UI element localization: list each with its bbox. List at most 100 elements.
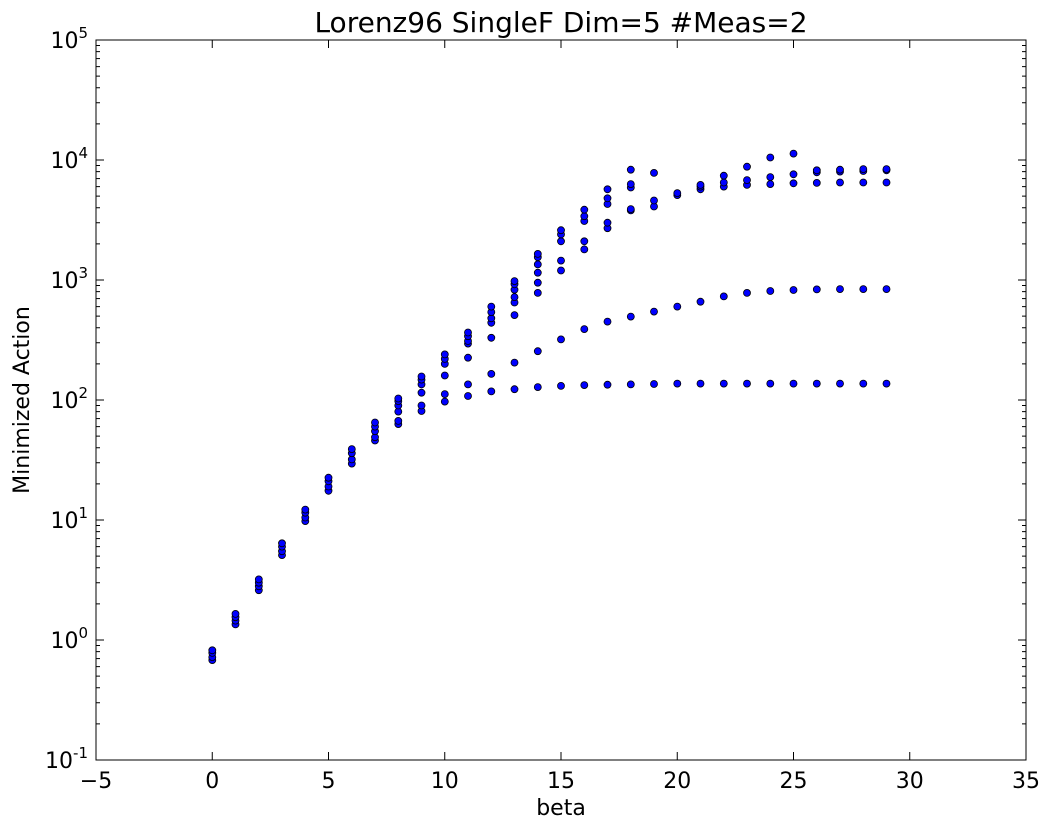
- data-point: [208, 646, 217, 655]
- data-point: [510, 358, 519, 367]
- data-point: [882, 178, 891, 187]
- data-point: [394, 394, 403, 403]
- data-point: [533, 260, 542, 269]
- data-point: [580, 212, 589, 221]
- data-point: [719, 379, 728, 388]
- data-point: [324, 473, 333, 482]
- data-point: [371, 418, 379, 427]
- data-point: [487, 369, 496, 378]
- data-point: [719, 171, 728, 180]
- x-tick-label: 5: [322, 769, 336, 794]
- data-point: [696, 379, 705, 388]
- data-point: [487, 302, 496, 311]
- data-point: [557, 226, 565, 235]
- data-point: [882, 285, 891, 294]
- data-point: [417, 401, 426, 410]
- x-tick-label: 15: [547, 769, 575, 794]
- data-point: [719, 178, 728, 187]
- data-point: [673, 379, 682, 388]
- data-point: [557, 381, 565, 390]
- data-point: [836, 379, 844, 388]
- chart-title: Lorenz96 SingleF Dim=5 #Meas=2: [314, 6, 807, 39]
- data-point: [789, 286, 798, 294]
- data-point: [440, 350, 449, 359]
- data-point: [812, 178, 821, 187]
- data-point: [464, 353, 472, 362]
- data-points: [208, 149, 891, 664]
- data-point: [533, 249, 542, 258]
- x-tick-labels: −5 0 5 10 15 20 25 30 35: [80, 769, 1040, 794]
- data-point: [789, 179, 798, 188]
- data-point: [789, 149, 798, 158]
- data-point: [766, 180, 775, 189]
- data-point: [347, 445, 356, 454]
- data-point: [417, 388, 426, 397]
- data-point: [650, 307, 658, 316]
- data-point: [859, 285, 868, 294]
- data-point: [557, 237, 565, 246]
- data-point: [859, 178, 868, 187]
- x-tick-label: 30: [896, 769, 924, 794]
- data-point: [789, 379, 798, 388]
- y-tick-label: 102: [50, 384, 88, 414]
- data-point: [789, 170, 798, 179]
- x-tick-label: 10: [431, 769, 459, 794]
- data-point: [743, 176, 751, 185]
- data-point: [278, 539, 286, 548]
- x-tick-label: 35: [1012, 769, 1040, 794]
- data-point: [743, 379, 751, 388]
- data-point: [510, 277, 519, 286]
- data-point: [766, 173, 775, 182]
- data-point: [650, 168, 658, 177]
- x-axis-label: beta: [536, 796, 586, 821]
- data-point: [580, 381, 589, 390]
- data-point: [231, 610, 240, 618]
- data-point: [417, 372, 426, 381]
- data-point: [696, 180, 705, 189]
- data-point: [510, 385, 519, 394]
- x-tick-label: 25: [780, 769, 808, 794]
- data-point: [580, 245, 589, 254]
- data-point: [859, 165, 868, 174]
- x-tick-label: −5: [80, 769, 112, 794]
- data-point: [557, 256, 565, 265]
- data-point: [836, 178, 844, 187]
- data-point: [533, 288, 542, 297]
- data-point: [859, 379, 868, 388]
- y-tick-label: 101: [50, 504, 88, 534]
- data-point: [394, 416, 403, 425]
- data-point: [464, 380, 472, 389]
- data-point: [836, 165, 844, 174]
- data-point: [603, 185, 612, 194]
- data-point: [650, 196, 658, 205]
- tick-marks: [95, 39, 1027, 761]
- y-tick-label: 103: [50, 264, 88, 294]
- data-point: [254, 575, 263, 584]
- data-point: [719, 292, 728, 301]
- data-point: [626, 380, 635, 389]
- data-point: [673, 302, 682, 311]
- data-point: [301, 505, 310, 514]
- data-point: [533, 383, 542, 392]
- data-point: [487, 387, 496, 396]
- y-tick-label: 105: [50, 24, 88, 54]
- y-tick-label: 10-1: [45, 744, 88, 774]
- data-point: [626, 312, 635, 321]
- data-point: [580, 205, 589, 214]
- plot-frame: [95, 39, 1027, 761]
- data-point: [440, 390, 449, 399]
- data-point: [812, 166, 821, 175]
- data-point: [673, 189, 682, 198]
- data-point: [557, 335, 565, 344]
- data-point: [557, 266, 565, 275]
- data-point: [487, 333, 496, 342]
- data-point: [836, 285, 844, 294]
- data-point: [650, 380, 658, 388]
- data-point: [743, 162, 751, 171]
- data-point: [766, 287, 775, 295]
- y-tick-label: 104: [50, 144, 88, 174]
- data-point: [580, 325, 589, 334]
- data-point: [882, 165, 891, 174]
